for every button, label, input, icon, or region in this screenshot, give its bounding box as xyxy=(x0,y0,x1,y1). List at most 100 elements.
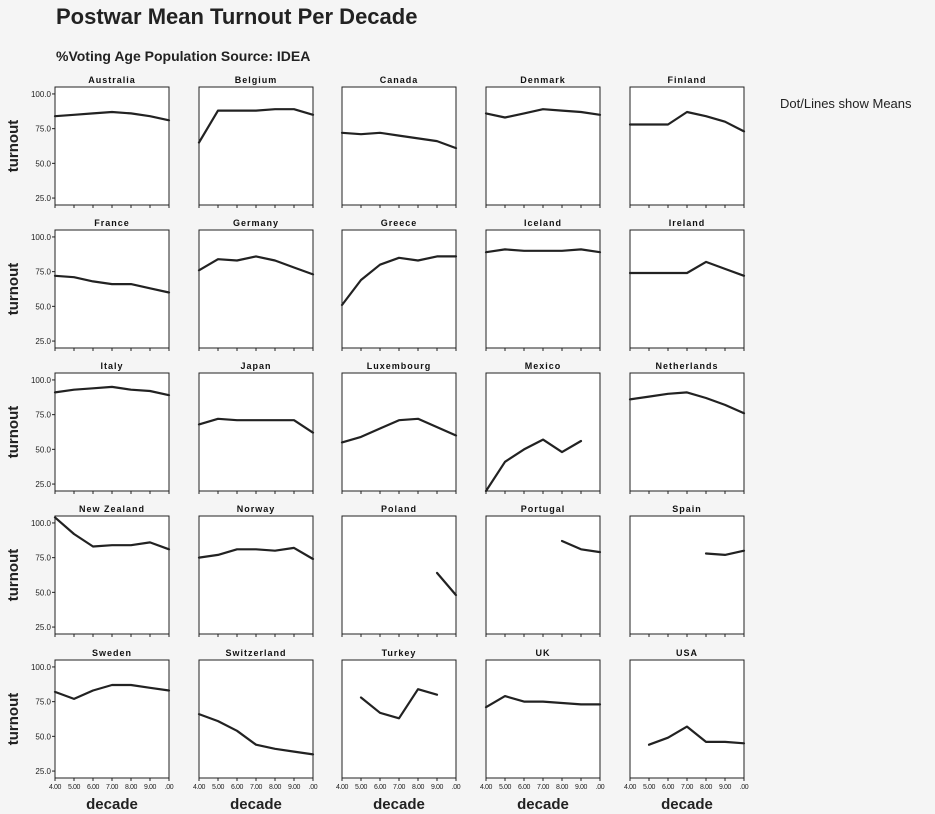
x-tick-label: .00 xyxy=(596,784,605,791)
series-line-australia xyxy=(53,110,171,122)
panel-title: Netherlands xyxy=(655,361,718,371)
x-tick-label: .00 xyxy=(165,784,174,791)
x-tick-label: 6.00 xyxy=(87,784,100,791)
panel-netherlands: Netherlands xyxy=(628,361,746,494)
panel-turkey: Turkey 4.00 5.00 6.00 7.00 8.00 9.00 .00 decade xyxy=(336,648,461,813)
y-tick-label: 100.0 xyxy=(31,376,52,385)
panel-title: Canada xyxy=(380,75,419,85)
x-tick-label: 7.00 xyxy=(106,784,119,791)
series-line-portugal xyxy=(560,539,602,554)
legend-note: Dot/Lines show Means xyxy=(780,96,912,111)
panel-title: Japan xyxy=(240,361,271,371)
panel-italy: Italy 25.0 50.0 75.0 100.0 turnout xyxy=(5,361,171,494)
x-tick-label: 6.00 xyxy=(374,784,387,791)
y-axis-label: turnout xyxy=(5,549,22,601)
x-axis-label: decade xyxy=(517,796,569,813)
series-line-greece xyxy=(340,255,458,307)
panel-frame xyxy=(198,372,314,492)
x-tick-label: 5.00 xyxy=(499,784,512,791)
panel-title: Luxembourg xyxy=(367,361,432,371)
series-line-switzerland xyxy=(197,712,315,756)
panel-title: Belgium xyxy=(235,75,278,85)
panel-frame xyxy=(629,659,745,779)
panel-title: France xyxy=(94,218,130,228)
y-tick-label: 25.0 xyxy=(35,337,51,346)
panel-frame xyxy=(341,229,457,349)
y-tick-label: 50.0 xyxy=(35,302,51,311)
x-tick-label: 4.00 xyxy=(49,784,62,791)
y-tick-label: 100.0 xyxy=(31,233,52,242)
x-axis-label: decade xyxy=(86,796,138,813)
panel-title: Spain xyxy=(672,504,702,514)
y-tick-label: 75.0 xyxy=(35,698,51,707)
y-tick-label: 25.0 xyxy=(35,623,51,632)
y-tick-label: 50.0 xyxy=(35,445,51,454)
x-tick-label: 9.00 xyxy=(288,784,301,791)
x-tick-label: 7.00 xyxy=(393,784,406,791)
x-tick-label: 7.00 xyxy=(537,784,550,791)
panel-frame xyxy=(485,515,601,635)
y-tick-label: 25.0 xyxy=(35,194,51,203)
panel-frame xyxy=(485,659,601,779)
panel-frame xyxy=(198,659,314,779)
panel-canada: Canada xyxy=(340,75,458,208)
x-tick-label: .00 xyxy=(452,784,461,791)
x-axis-label: decade xyxy=(230,796,282,813)
panel-title: Mexico xyxy=(525,361,562,371)
x-tick-label: 5.00 xyxy=(68,784,81,791)
series-line-italy xyxy=(53,385,171,397)
panel-frame xyxy=(54,515,170,635)
series-line-sweden xyxy=(53,683,171,701)
y-axis-label: turnout xyxy=(5,263,22,315)
x-tick-label: 8.00 xyxy=(269,784,282,791)
x-tick-label: 6.00 xyxy=(662,784,675,791)
series-line-new-zealand xyxy=(53,516,171,551)
panel-frame xyxy=(341,86,457,206)
panel-frame xyxy=(54,659,170,779)
series-line-denmark xyxy=(484,108,602,119)
y-tick-label: 100.0 xyxy=(31,663,52,672)
x-tick-label: 4.00 xyxy=(624,784,637,791)
y-axis-label: turnout xyxy=(5,120,22,172)
panel-norway: Norway xyxy=(197,504,315,637)
panel-title: New Zealand xyxy=(79,504,145,514)
panel-title: Australia xyxy=(88,75,136,85)
y-tick-label: 25.0 xyxy=(35,480,51,489)
panel-title: UK xyxy=(536,648,551,658)
panel-frame xyxy=(629,86,745,206)
panel-title: Ireland xyxy=(669,218,706,228)
y-tick-label: 25.0 xyxy=(35,767,51,776)
panel-luxembourg: Luxembourg xyxy=(340,361,458,494)
panel-title: Greece xyxy=(381,218,418,228)
panel-finland: Finland xyxy=(628,75,746,208)
panel-uk: UK 4.00 5.00 6.00 7.00 8.00 9.00 .00 decade xyxy=(480,648,605,813)
panel-frame xyxy=(198,229,314,349)
x-tick-label: 9.00 xyxy=(719,784,732,791)
panel-switzerland: Switzerland 4.00 5.00 6.00 7.00 8.00 9.00 .00 de… xyxy=(193,648,318,813)
panel-title: Norway xyxy=(237,504,276,514)
series-line-turkey xyxy=(359,688,439,720)
x-tick-label: 6.00 xyxy=(518,784,531,791)
panel-title: Denmark xyxy=(520,75,566,85)
y-axis-label: turnout xyxy=(5,406,22,458)
y-tick-label: 100.0 xyxy=(31,519,52,528)
x-tick-label: 7.00 xyxy=(250,784,263,791)
panel-frame xyxy=(198,515,314,635)
panel-spain: Spain xyxy=(629,504,746,637)
panel-frame xyxy=(54,86,170,206)
y-tick-label: 75.0 xyxy=(35,411,51,420)
y-axis-label: turnout xyxy=(5,693,22,745)
chart-subtitle: %Voting Age Population Source: IDEA xyxy=(56,48,311,64)
x-tick-label: 8.00 xyxy=(700,784,713,791)
x-tick-label: .00 xyxy=(740,784,749,791)
series-line-france xyxy=(53,274,171,294)
x-tick-label: 9.00 xyxy=(575,784,588,791)
panel-ireland: Ireland xyxy=(628,218,746,351)
panel-frame xyxy=(198,86,314,206)
x-axis-label: decade xyxy=(373,796,425,813)
panel-belgium: Belgium xyxy=(197,75,315,208)
panel-usa: USA 4.00 5.00 6.00 7.00 8.00 9.00 .00 decade xyxy=(624,648,749,813)
panel-frame xyxy=(485,86,601,206)
panel-australia: Australia 25.0 50.0 75.0 100.0 turnout xyxy=(5,75,171,208)
